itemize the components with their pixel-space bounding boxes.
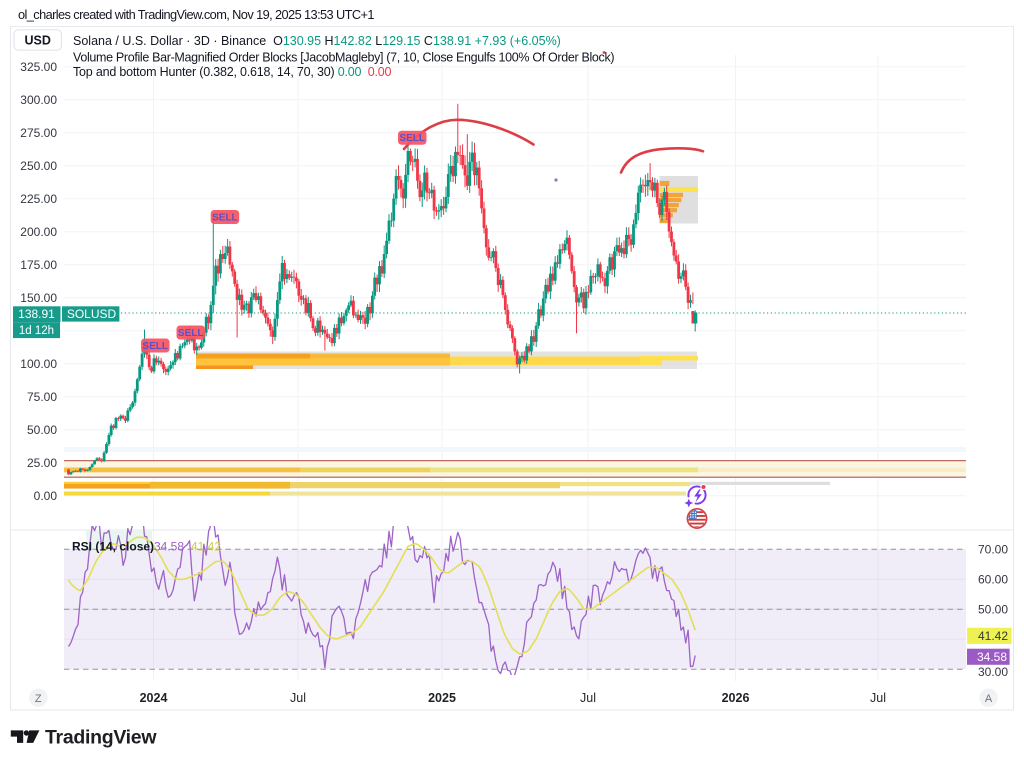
svg-text:SELL: SELL <box>178 328 204 339</box>
svg-text:TradingView: TradingView <box>45 727 157 749</box>
svg-text:300.00: 300.00 <box>20 93 57 107</box>
svg-text:41.42: 41.42 <box>978 629 1008 643</box>
svg-text:50.00: 50.00 <box>27 423 57 437</box>
svg-text:34.58: 34.58 <box>977 650 1007 664</box>
svg-text:225.00: 225.00 <box>20 192 57 206</box>
svg-text:Z: Z <box>35 693 42 705</box>
svg-text:A: A <box>985 693 993 705</box>
svg-text:SOLUSD: SOLUSD <box>67 307 117 321</box>
svg-text:0.00: 0.00 <box>34 489 58 503</box>
svg-text:30.00: 30.00 <box>978 665 1008 679</box>
svg-text:275.00: 275.00 <box>20 126 57 140</box>
svg-text:2026: 2026 <box>722 691 750 705</box>
svg-text:Top and bottom Hunter (0.382,: Top and bottom Hunter (0.382, 0.618, 14,… <box>73 65 392 79</box>
svg-text:200.00: 200.00 <box>20 225 57 239</box>
svg-text:250.00: 250.00 <box>20 159 57 173</box>
svg-text:75.00: 75.00 <box>27 390 57 404</box>
svg-text:34.58: 34.58 <box>154 540 184 554</box>
svg-text:50.00: 50.00 <box>978 602 1008 616</box>
svg-text:138.91: 138.91 <box>18 307 55 321</box>
svg-text:SELL: SELL <box>212 212 238 223</box>
svg-text:Jul: Jul <box>870 691 886 705</box>
svg-text:1d 12h: 1d 12h <box>19 325 54 337</box>
svg-text:SELL: SELL <box>399 133 425 144</box>
svg-text:60.00: 60.00 <box>978 572 1008 586</box>
svg-text:70.00: 70.00 <box>978 542 1008 556</box>
svg-text:175.00: 175.00 <box>20 258 57 272</box>
svg-text:100.00: 100.00 <box>20 357 57 371</box>
svg-text:RSI (14, close): RSI (14, close) <box>72 540 154 554</box>
svg-text:41.42: 41.42 <box>191 540 221 554</box>
svg-text:2025: 2025 <box>428 691 456 705</box>
svg-text:Jul: Jul <box>580 691 596 705</box>
svg-text:ol_charles created with Tradin: ol_charles created with TradingView.com,… <box>18 7 374 22</box>
svg-text:Solana / U.S. Dollar · 3D · Bi: Solana / U.S. Dollar · 3D · Binance O130… <box>73 34 561 48</box>
svg-text:25.00: 25.00 <box>27 456 57 470</box>
svg-text:Jul: Jul <box>290 691 306 705</box>
svg-text:325.00: 325.00 <box>20 60 57 74</box>
svg-text:2024: 2024 <box>140 691 168 705</box>
svg-text:USD: USD <box>24 33 50 47</box>
svg-text:Volume Profile Bar-Magnified O: Volume Profile Bar-Magnified Order Block… <box>73 51 614 65</box>
svg-text:150.00: 150.00 <box>20 291 57 305</box>
svg-text:SELL: SELL <box>142 341 168 352</box>
